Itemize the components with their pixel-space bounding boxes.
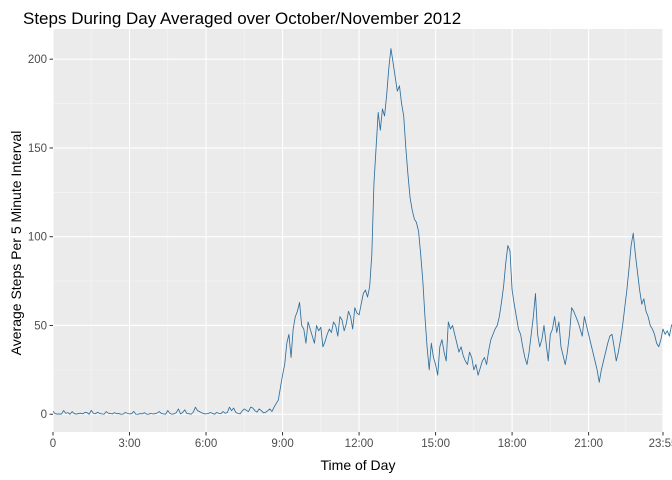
x-tick-label: 9:00	[271, 438, 293, 450]
x-tick-label: 21:00	[574, 438, 603, 450]
y-tick-label: 50	[34, 320, 47, 332]
series-line-average-steps	[52, 48, 672, 415]
y-tick-label: 100	[28, 232, 47, 244]
y-tick-label: 150	[28, 143, 47, 155]
x-tick-label: 6:00	[195, 438, 217, 450]
x-axis-title: Time of Day	[321, 457, 396, 473]
x-tick-label: 23:55	[649, 438, 672, 450]
y-tick-label: 0	[41, 409, 47, 421]
y-axis-ticks: 0 50 100 150 200	[28, 54, 53, 421]
chart-title: Steps During Day Averaged over October/N…	[23, 9, 461, 28]
x-tick-label: 15:00	[421, 438, 450, 450]
minor-gridlines	[53, 29, 663, 432]
y-axis-title: Average Steps Per 5 Minute Interval	[8, 131, 24, 356]
y-tick-label: 200	[28, 54, 47, 66]
major-gridlines	[52, 29, 664, 432]
x-tick-label: 3:00	[118, 438, 140, 450]
x-tick-label: 0	[50, 438, 56, 450]
x-axis-ticks: 0 3:00 6:00 9:00 12:00 15:00 18:00 21:00 23:55	[50, 432, 672, 450]
x-tick-label: 12:00	[345, 438, 374, 450]
x-tick-label: 18:00	[498, 438, 527, 450]
plot-panel	[53, 29, 663, 432]
